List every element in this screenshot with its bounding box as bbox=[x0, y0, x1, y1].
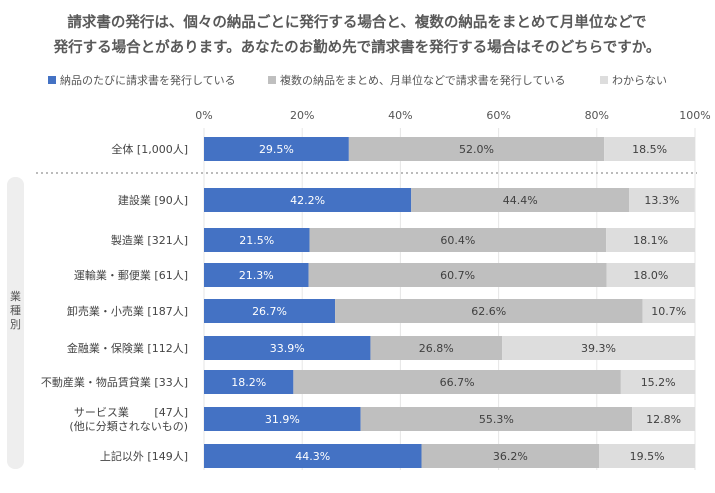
bar-segment bbox=[204, 336, 371, 360]
data-label: 18.5% bbox=[632, 143, 667, 156]
category-label: 上記以外 [149人] bbox=[100, 449, 188, 463]
x-axis-ticks: 0% 20% 40% 60% 80% 100% bbox=[195, 109, 710, 122]
legend-label-2: 複数の納品をまとめ、月単位などで請求書を発行している bbox=[280, 73, 565, 87]
bar-segment bbox=[308, 263, 607, 287]
bar-segment bbox=[204, 407, 361, 431]
legend-swatch-3 bbox=[600, 76, 608, 84]
x-tick-label: 100% bbox=[679, 109, 710, 122]
bar-row: 金融業・保険業 [112人] 33.9% 26.8% 39.3% bbox=[67, 336, 695, 360]
data-label: 19.5% bbox=[630, 450, 665, 463]
data-label: 21.3% bbox=[239, 269, 274, 282]
legend-label-1: 納品のたびに請求書を発行している bbox=[60, 73, 236, 87]
bar-segment bbox=[421, 444, 600, 468]
data-label: 18.0% bbox=[633, 269, 668, 282]
bar-row: 卸売業・小売業 [187人] 26.7% 62.6% 10.7% bbox=[67, 299, 695, 323]
legend-swatch-2 bbox=[268, 76, 276, 84]
data-label: 62.6% bbox=[471, 305, 506, 318]
data-label: 18.1% bbox=[633, 234, 668, 247]
bar-segment bbox=[204, 370, 294, 394]
data-label: 36.2% bbox=[493, 450, 528, 463]
bar-row: 建設業 [90人] 42.2% 44.4% 13.3% bbox=[118, 188, 695, 212]
bar-segment bbox=[204, 137, 349, 161]
data-label: 66.7% bbox=[440, 376, 475, 389]
bar-segment bbox=[599, 444, 695, 468]
bar-row: 上記以外 [149人] 44.3% 36.2% 19.5% bbox=[100, 444, 695, 468]
bar-segment bbox=[204, 444, 422, 468]
bar-segment bbox=[204, 188, 412, 212]
category-label: 卸売業・小売業 [187人] bbox=[67, 304, 188, 318]
x-tick-label: 20% bbox=[290, 109, 314, 122]
x-tick-label: 0% bbox=[195, 109, 212, 122]
data-label: 29.5% bbox=[259, 143, 294, 156]
bar-segment bbox=[606, 228, 695, 252]
bar-row: 不動産業・物品賃貸業 [33人] 18.2% 66.7% 15.2% bbox=[41, 370, 696, 394]
data-label: 10.7% bbox=[651, 305, 686, 318]
data-label: 60.4% bbox=[440, 234, 475, 247]
data-label: 15.2% bbox=[641, 376, 676, 389]
chart-title-line-2: 発行する場合とがあります。あなたのお勤め先で請求書を発行する場合はそのどちらです… bbox=[53, 38, 661, 56]
data-label: 31.9% bbox=[265, 413, 300, 426]
bar-segment bbox=[309, 228, 607, 252]
category-label: 製造業 [321人] bbox=[111, 233, 188, 247]
bar-row: サービス業 [47人](他に分類されないもの) 31.9% 55.3% 12.8% bbox=[69, 406, 695, 433]
category-label: 建設業 [90人] bbox=[118, 193, 188, 207]
data-label: 12.8% bbox=[646, 413, 681, 426]
bar-segment bbox=[629, 188, 695, 212]
category-label: 不動産業・物品賃貸業 [33人] bbox=[41, 375, 188, 389]
data-label: 60.7% bbox=[440, 269, 475, 282]
bar-segment bbox=[370, 336, 503, 360]
chart-title: 請求書の発行は、個々の納品ごとに発行する場合と、複数の納品をまとめて月単位などで… bbox=[53, 13, 661, 56]
category-label: サービス業 [47人] bbox=[74, 406, 188, 419]
bar-segment bbox=[411, 188, 630, 212]
x-tick-label: 60% bbox=[486, 109, 510, 122]
bar-segment bbox=[620, 370, 696, 394]
data-label: 44.3% bbox=[295, 450, 330, 463]
bar-segment bbox=[606, 263, 695, 287]
bar-row: 製造業 [321人] 21.5% 60.4% 18.1% bbox=[111, 228, 695, 252]
x-tick-label: 40% bbox=[388, 109, 412, 122]
data-label: 26.7% bbox=[252, 305, 287, 318]
bar-segment bbox=[204, 263, 309, 287]
chart-legend: 納品のたびに請求書を発行している 複数の納品をまとめ、月単位などで請求書を発行して… bbox=[48, 73, 667, 87]
group-label-box bbox=[7, 177, 24, 469]
data-label: 44.4% bbox=[503, 194, 538, 207]
group-label-panel: 業種別 bbox=[7, 177, 24, 469]
bar-segment bbox=[642, 299, 695, 323]
data-label: 18.2% bbox=[231, 376, 266, 389]
data-label: 52.0% bbox=[459, 143, 494, 156]
legend-label-3: わからない bbox=[612, 74, 667, 87]
bars: 全体 [1,000人] 29.5% 52.0% 18.5% 建設業 [90人] 42.2%… bbox=[41, 137, 696, 468]
x-tick-label: 80% bbox=[585, 109, 609, 122]
bar-segment bbox=[335, 299, 643, 323]
bar-segment bbox=[293, 370, 621, 394]
data-label: 26.8% bbox=[419, 342, 454, 355]
category-label: 金融業・保険業 [112人] bbox=[67, 341, 188, 355]
bar-segment bbox=[502, 336, 695, 360]
bar-segment bbox=[360, 407, 633, 431]
bar-segment bbox=[204, 299, 336, 323]
data-label: 42.2% bbox=[290, 194, 325, 207]
group-label: 業種別 bbox=[10, 290, 21, 331]
data-label: 33.9% bbox=[270, 342, 305, 355]
bar-segment bbox=[204, 228, 310, 252]
category-label: (他に分類されないもの) bbox=[69, 420, 188, 433]
bar-segment bbox=[348, 137, 605, 161]
bar-segment bbox=[632, 407, 695, 431]
category-label: 運輸業・郵便業 [61人] bbox=[74, 268, 188, 282]
chart-title-line-1: 請求書の発行は、個々の納品ごとに発行する場合と、複数の納品をまとめて月単位などで bbox=[67, 13, 646, 31]
data-label: 55.3% bbox=[479, 413, 514, 426]
legend-swatch-1 bbox=[48, 76, 56, 84]
bar-row: 全体 [1,000人] 29.5% 52.0% 18.5% bbox=[111, 137, 695, 161]
category-label: 全体 [1,000人] bbox=[111, 142, 188, 156]
bar-segment bbox=[604, 137, 695, 161]
bar-row: 運輸業・郵便業 [61人] 21.3% 60.7% 18.0% bbox=[74, 263, 695, 287]
data-label: 13.3% bbox=[644, 194, 679, 207]
data-label: 21.5% bbox=[239, 234, 274, 247]
data-label: 39.3% bbox=[581, 342, 616, 355]
